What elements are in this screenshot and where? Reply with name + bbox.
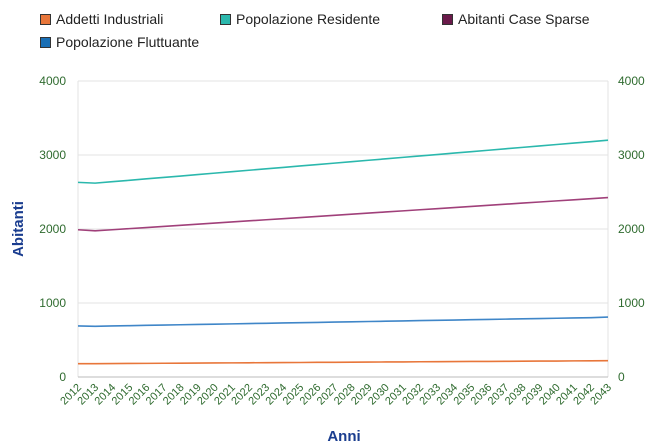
- series-layer: [77, 139, 609, 365]
- legend: Addetti Industriali Popolazione Resident…: [0, 0, 649, 60]
- y-tick-label: 0: [618, 370, 625, 384]
- y-tick-label: 1000: [618, 296, 645, 310]
- y-axis-label: Abitanti: [10, 201, 27, 257]
- legend-label: Popolazione Residente: [236, 11, 380, 27]
- legend-item[interactable]: Popolazione Fluttuante: [40, 34, 199, 50]
- y-tick-label: 0: [59, 370, 66, 384]
- x-axis-ticks: 2012201320142015201620172018201920202021…: [58, 382, 614, 408]
- series-line[interactable]: [77, 196, 609, 232]
- legend-item[interactable]: Addetti Industriali: [40, 11, 163, 27]
- y-axis-left-ticks: 0 1000 2000 3000 4000: [39, 74, 66, 384]
- y-tick-label: 3000: [618, 148, 645, 162]
- x-axis-label: Anni: [327, 428, 360, 445]
- series-line[interactable]: [77, 316, 609, 328]
- legend-swatch-icon: [40, 13, 51, 25]
- series-line[interactable]: [78, 359, 609, 365]
- legend-label: Popolazione Fluttuante: [56, 34, 200, 50]
- y-tick-label: 1000: [39, 296, 66, 310]
- y-tick-label: 3000: [39, 148, 66, 162]
- legend-swatch-icon: [40, 36, 51, 48]
- grid: [77, 80, 609, 378]
- y-tick-label: 2000: [39, 222, 66, 236]
- legend-item[interactable]: Popolazione Residente: [220, 11, 380, 27]
- legend-swatch-icon: [442, 13, 453, 25]
- y-tick-label: 2000: [618, 222, 645, 236]
- y-tick-label: 4000: [39, 74, 66, 88]
- y-axis-right-ticks: 0 1000 2000 3000 4000: [618, 74, 645, 384]
- legend-label: Addetti Industriali: [56, 11, 164, 27]
- series-line[interactable]: [77, 139, 609, 184]
- legend-item[interactable]: Abitanti Case Sparse: [442, 11, 590, 27]
- legend-label: Abitanti Case Sparse: [458, 11, 590, 27]
- y-tick-label: 4000: [618, 74, 645, 88]
- legend-swatch-icon: [220, 13, 231, 25]
